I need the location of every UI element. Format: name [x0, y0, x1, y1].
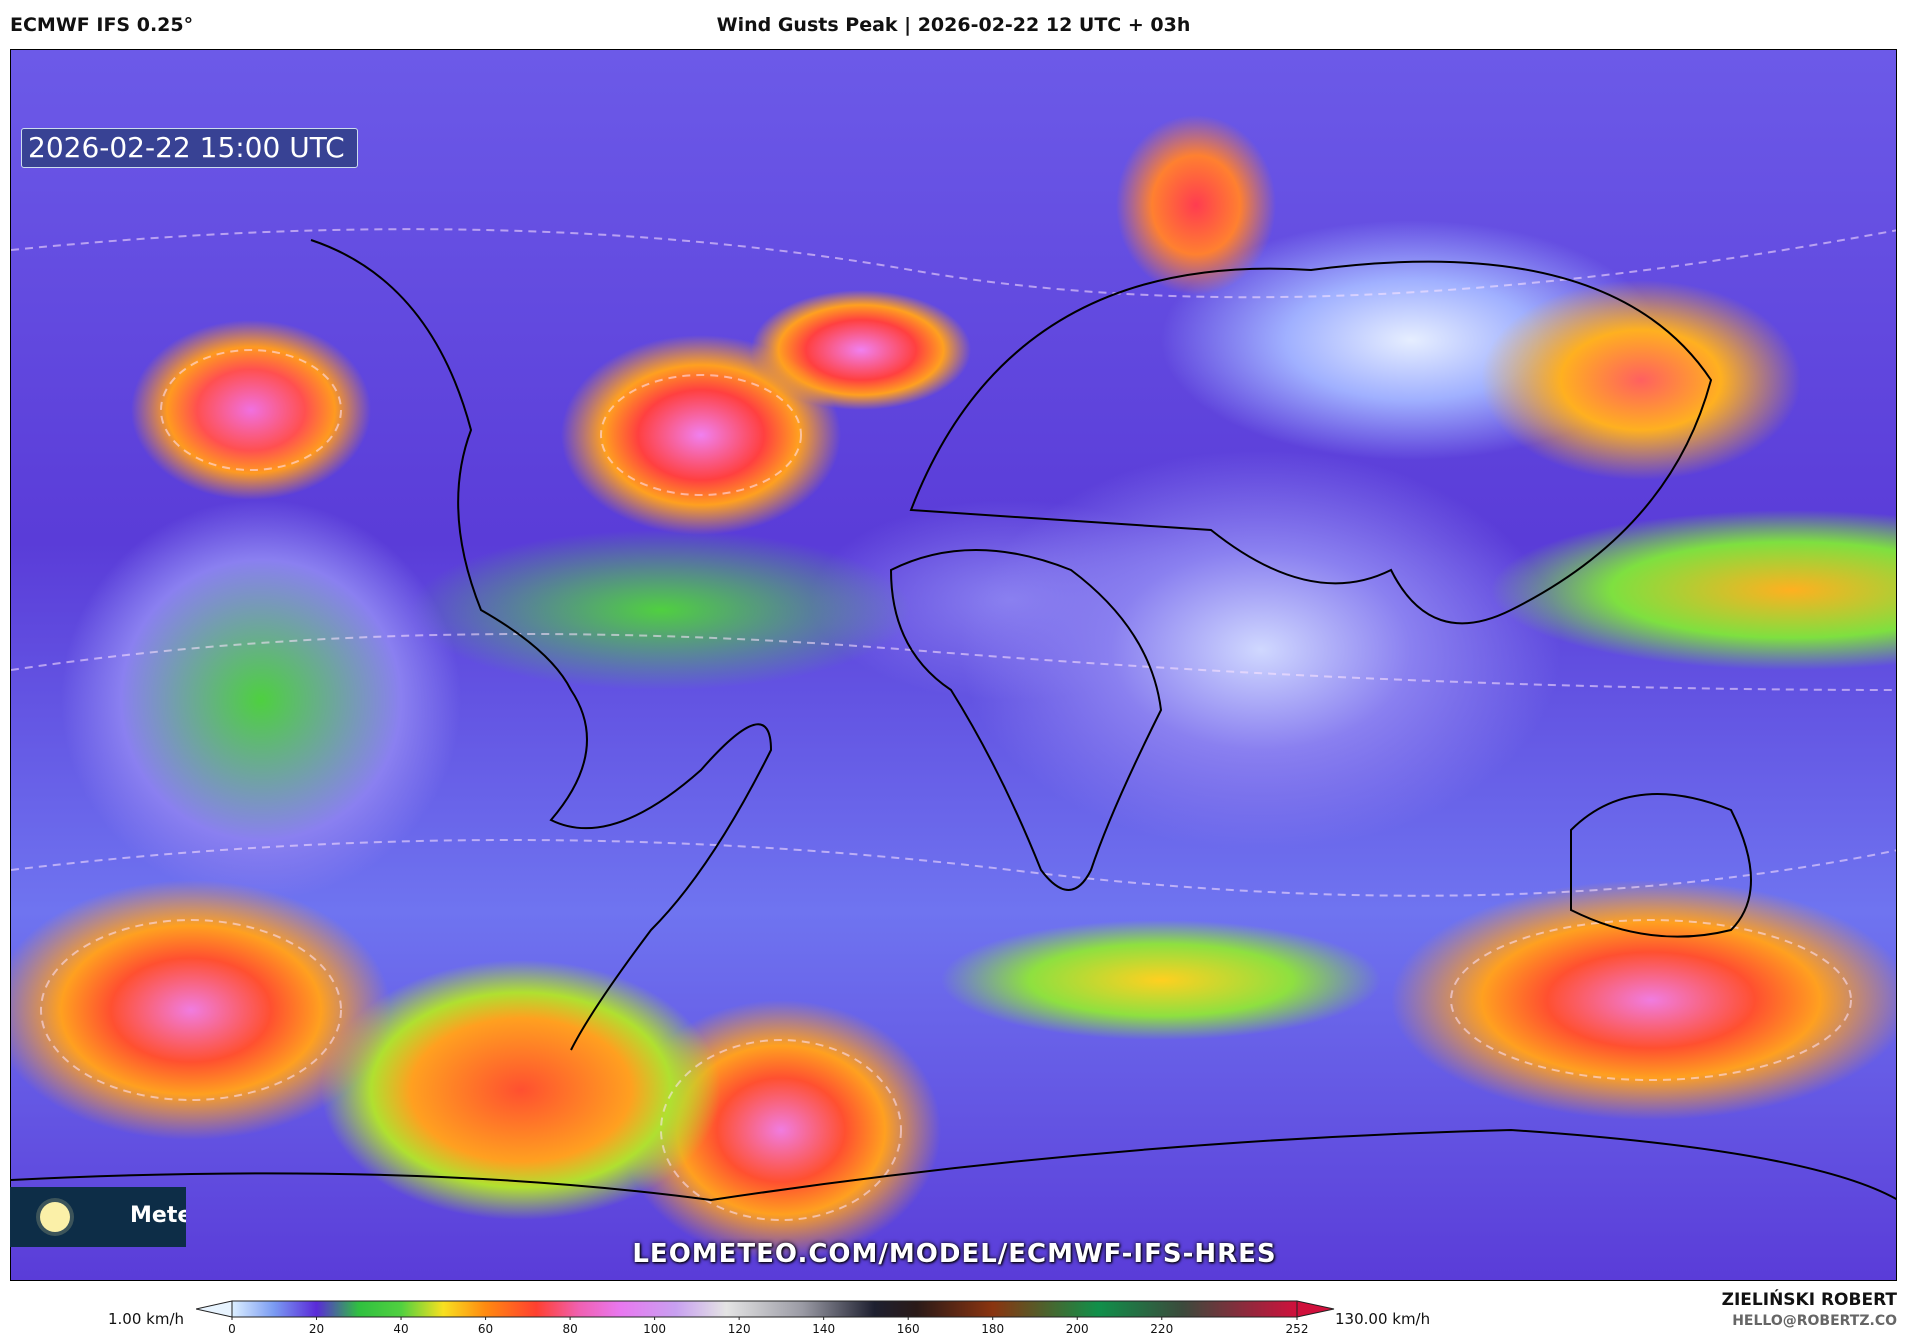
colorbar-tick-label: 252 [1285, 1322, 1309, 1336]
author-email[interactable]: HELLO@ROBERTZ.CO [1732, 1313, 1897, 1329]
model-name: ECMWF IFS 0.25° [10, 14, 194, 36]
colorbar-tick-label: 180 [981, 1322, 1005, 1336]
colorbar-gradient [231, 1300, 1298, 1318]
colorbar-tick-label: 100 [643, 1322, 667, 1336]
colorbar-tick-label: 20 [308, 1322, 325, 1336]
colorbar-tick-label: 140 [812, 1322, 836, 1336]
colorbar-tick-label: 220 [1150, 1322, 1174, 1336]
colorbar-tick-label: 40 [393, 1322, 409, 1336]
colorbar-tick-label: 200 [1065, 1322, 1089, 1336]
logo-text: Meteo [130, 1203, 186, 1228]
wind-gust-map: 2026-02-22 15:00 UTC LEOMETEO.COM/MODEL/… [10, 49, 1897, 1281]
colorbar-tick-label: 120 [727, 1322, 751, 1336]
watermark-url: LEOMETEO.COM/MODEL/ECMWF-IFS-HRES [632, 1239, 1277, 1269]
colorbar-max-extend [1296, 1300, 1335, 1318]
colorbar-tick-label: 60 [477, 1322, 494, 1336]
meteo-logo[interactable]: Meteo [10, 1187, 186, 1247]
colorbar-tick-label: 80 [562, 1322, 578, 1336]
colorbar-max-label: 130.00 km/h [1335, 1310, 1431, 1328]
colorbar-min-label: 1.00 km/h [108, 1310, 185, 1328]
colorbar [196, 1300, 1335, 1320]
author-name: ZIELIŃSKI ROBERT [1721, 1290, 1897, 1310]
isobar-lines [11, 228, 1896, 1221]
colorbar-tick-label: 0 [228, 1322, 236, 1336]
colorbar-tick-label: 160 [896, 1322, 920, 1336]
valid-time-label: 2026-02-22 15:00 UTC [21, 128, 358, 168]
map-title: Wind Gusts Peak | 2026-02-22 12 UTC + 03… [716, 14, 1191, 36]
sun-icon [40, 1202, 70, 1232]
colorbar-min-extend [196, 1300, 233, 1318]
